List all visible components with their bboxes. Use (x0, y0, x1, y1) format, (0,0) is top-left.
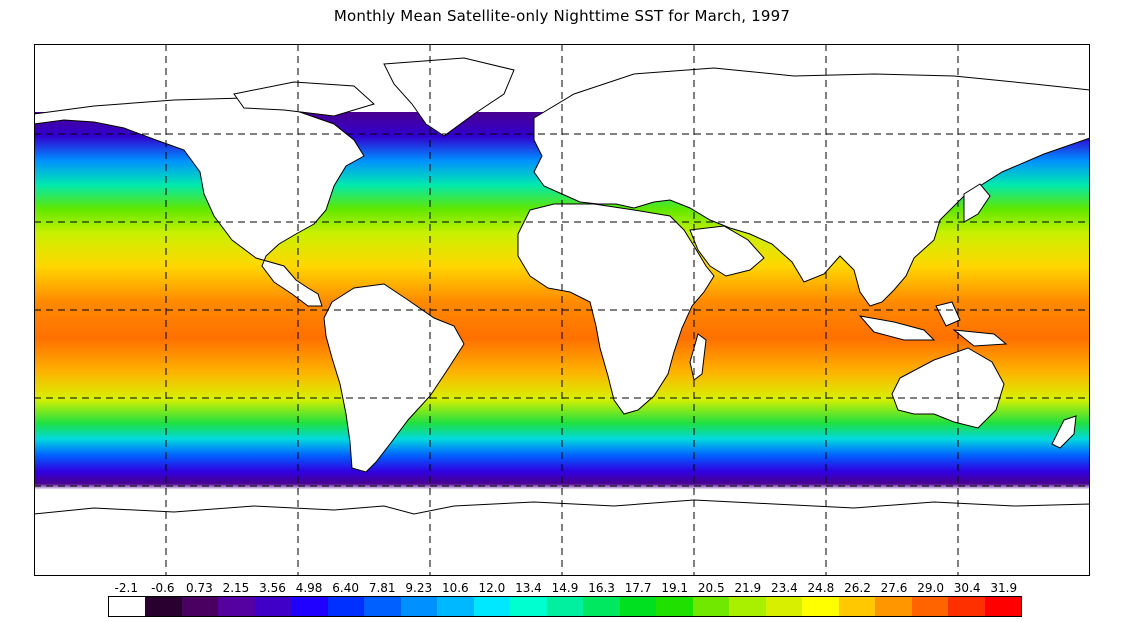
australia-landmass (891, 347, 1005, 429)
africa-landmass (517, 203, 715, 415)
colorbar-tick-labels: -2.1 -0.6 0.73 2.15 3.56 4.98 6.40 7.81 9.23 10.6… (96, 581, 1056, 595)
colorbar-swatch (765, 597, 803, 616)
colorbar-tick-label: 6.40 (332, 581, 359, 595)
north-america-landmass (34, 97, 365, 307)
colorbar-swatch (984, 597, 1022, 616)
colorbar-tick-label: 23.4 (771, 581, 798, 595)
south-america-landmass (323, 283, 465, 473)
colorbar-tick-label: 13.4 (515, 581, 542, 595)
colorbar-swatch (473, 597, 511, 616)
colorbar-tick-label: -0.6 (151, 581, 175, 595)
colorbar-swatch (254, 597, 292, 616)
colorbar-swatch (948, 597, 985, 616)
sst-map (34, 44, 1090, 576)
colorbar-swatch (327, 597, 365, 616)
colorbar-tick-label: 27.6 (880, 581, 908, 595)
arabia-landmass (689, 225, 765, 277)
colorbar-tick-label: 0.73 (186, 581, 213, 595)
colorbar-tick-label: 17.7 (624, 581, 652, 595)
colorbar-tick-label: 24.8 (807, 581, 835, 595)
colorbar-tick-label: 9.23 (405, 581, 433, 595)
colorbar-tick-label: 4.98 (295, 581, 323, 595)
colorbar-tick-label: 12.0 (478, 581, 506, 595)
colorbar-tick-label: 2.15 (222, 581, 250, 595)
colorbar-tick-label: 10.6 (441, 581, 469, 595)
colorbar-tick-label: 31.9 (990, 581, 1018, 595)
colorbar-swatch (510, 597, 547, 616)
colorbar-tick-label: 30.4 (953, 581, 981, 595)
colorbar-swatch (400, 597, 438, 616)
colorbar-swatch (875, 597, 912, 616)
colorbar-tick-label: 7.81 (368, 581, 396, 595)
colorbar-swatch (546, 597, 584, 616)
colorbar-tick-label: 16.3 (588, 581, 615, 595)
colorbar-swatch (437, 597, 474, 616)
colorbar-swatch (911, 597, 949, 616)
colorbar-swatch (218, 597, 255, 616)
map-graticule (34, 44, 1090, 576)
colorbar-tick-label: 29.0 (917, 581, 944, 595)
arctic-islands (233, 81, 375, 117)
eurasia-landmass (533, 67, 1090, 307)
colorbar-tick-label: 20.5 (697, 581, 725, 595)
colorbar-tick-label: 3.56 (259, 581, 286, 595)
colorbar-swatch (291, 597, 328, 616)
colorbar-swatch (364, 597, 401, 616)
colorbar-tick-label: -2.1 (114, 581, 138, 595)
map-frame (34, 44, 1090, 576)
japan-islands (963, 183, 991, 223)
colorbar-tick-label: 21.9 (734, 581, 762, 595)
colorbar-swatch (619, 597, 657, 616)
colorbar-swatch (802, 597, 839, 616)
colorbar (108, 596, 1022, 617)
colorbar-tick-label: 14.9 (551, 581, 579, 595)
colorbar-tick-label: 26.2 (844, 581, 871, 595)
greenland-landmass (383, 57, 515, 137)
colorbar-swatch (583, 597, 620, 616)
indonesia-islands (858, 301, 1008, 347)
colorbar-tick-label: 19.1 (661, 581, 689, 595)
colorbar-swatch (692, 597, 730, 616)
colorbar-swatch (109, 597, 146, 616)
colorbar-swatch (145, 597, 182, 616)
map-title: Monthly Mean Satellite-only Nighttime SS… (333, 7, 791, 25)
colorbar-swatch (729, 597, 766, 616)
colorbar-swatch (656, 597, 693, 616)
colorbar-swatch (838, 597, 876, 616)
colorbar-swatch (181, 597, 219, 616)
new-zealand-islands (1051, 415, 1077, 449)
